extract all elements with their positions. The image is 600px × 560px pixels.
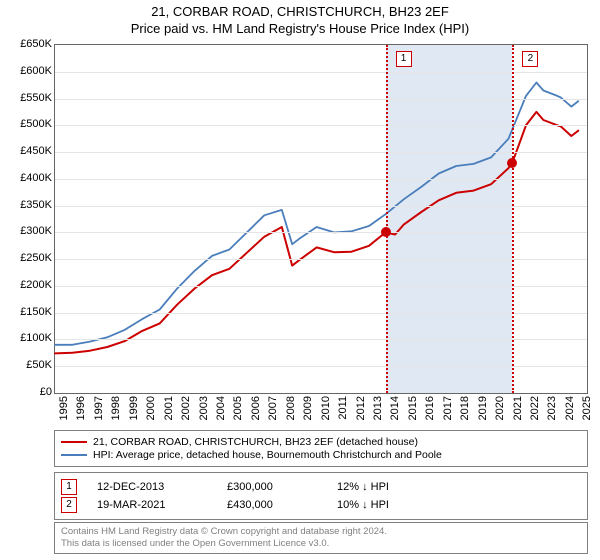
footer-line1: Contains HM Land Registry data © Crown c…	[61, 526, 581, 538]
sale-dot	[507, 158, 517, 168]
title-sub: Price paid vs. HM Land Registry's House …	[0, 21, 600, 36]
y-tick-label: £600K	[4, 65, 52, 77]
y-tick-label: £0	[4, 386, 52, 398]
y-tick-label: £200K	[4, 279, 52, 291]
gridline-y	[55, 152, 587, 153]
y-tick-label: £100K	[4, 332, 52, 344]
gridline-y	[55, 339, 587, 340]
sale-marker-line	[386, 45, 388, 393]
gridline-y	[55, 259, 587, 260]
chart-plot-area: 12	[54, 44, 588, 394]
sales-row: 2 19-MAR-2021£430,00010% ↓ HPI	[61, 497, 581, 513]
sales-row-marker: 1	[61, 479, 77, 495]
gridline-y	[55, 206, 587, 207]
footer-line2: This data is licensed under the Open Gov…	[61, 538, 581, 550]
y-tick-label: £50K	[4, 359, 52, 371]
y-tick-label: £400K	[4, 172, 52, 184]
sales-row-marker: 2	[61, 497, 77, 513]
legend-label: HPI: Average price, detached house, Bour…	[93, 449, 442, 461]
legend-label: 21, CORBAR ROAD, CHRISTCHURCH, BH23 2EF …	[93, 436, 418, 448]
figure-root: 21, CORBAR ROAD, CHRISTCHURCH, BH23 2EF …	[0, 0, 600, 560]
y-tick-label: £650K	[4, 38, 52, 50]
y-tick-label: £250K	[4, 252, 52, 264]
sales-row: 1 12-DEC-2013£300,00012% ↓ HPI	[61, 479, 581, 495]
sales-row-hpi: 10% ↓ HPI	[337, 499, 581, 511]
y-tick-label: £350K	[4, 199, 52, 211]
sale-marker-box: 2	[522, 51, 538, 67]
sales-row-date: 19-MAR-2021	[97, 499, 227, 511]
gridline-y	[55, 99, 587, 100]
gridline-y	[55, 313, 587, 314]
titles-block: 21, CORBAR ROAD, CHRISTCHURCH, BH23 2EF …	[0, 0, 600, 36]
gridline-y	[55, 72, 587, 73]
sales-row-hpi: 12% ↓ HPI	[337, 481, 581, 493]
sale-marker-line	[512, 45, 514, 393]
footer-box: Contains HM Land Registry data © Crown c…	[54, 522, 588, 554]
y-tick-label: £300K	[4, 225, 52, 237]
y-tick-label: £150K	[4, 306, 52, 318]
sales-row-price: £300,000	[227, 481, 337, 493]
line-series-svg	[55, 45, 587, 393]
gridline-y	[55, 232, 587, 233]
sales-row-date: 12-DEC-2013	[97, 481, 227, 493]
legend-box: 21, CORBAR ROAD, CHRISTCHURCH, BH23 2EF …	[54, 430, 588, 467]
series-line	[55, 83, 578, 345]
gridline-y	[55, 366, 587, 367]
legend-swatch	[61, 441, 87, 443]
legend-row: HPI: Average price, detached house, Bour…	[61, 449, 581, 461]
gridline-y	[55, 286, 587, 287]
title-main: 21, CORBAR ROAD, CHRISTCHURCH, BH23 2EF	[0, 4, 600, 19]
y-tick-label: £500K	[4, 118, 52, 130]
sale-dot	[381, 227, 391, 237]
y-tick-label: £450K	[4, 145, 52, 157]
y-tick-label: £550K	[4, 92, 52, 104]
legend-swatch	[61, 454, 87, 456]
sales-row-price: £430,000	[227, 499, 337, 511]
sale-marker-box: 1	[396, 51, 412, 67]
gridline-y	[55, 179, 587, 180]
legend-row: 21, CORBAR ROAD, CHRISTCHURCH, BH23 2EF …	[61, 436, 581, 448]
gridline-y	[55, 125, 587, 126]
sales-table: 1 12-DEC-2013£300,00012% ↓ HPI 2 19-MAR-202…	[54, 472, 588, 520]
